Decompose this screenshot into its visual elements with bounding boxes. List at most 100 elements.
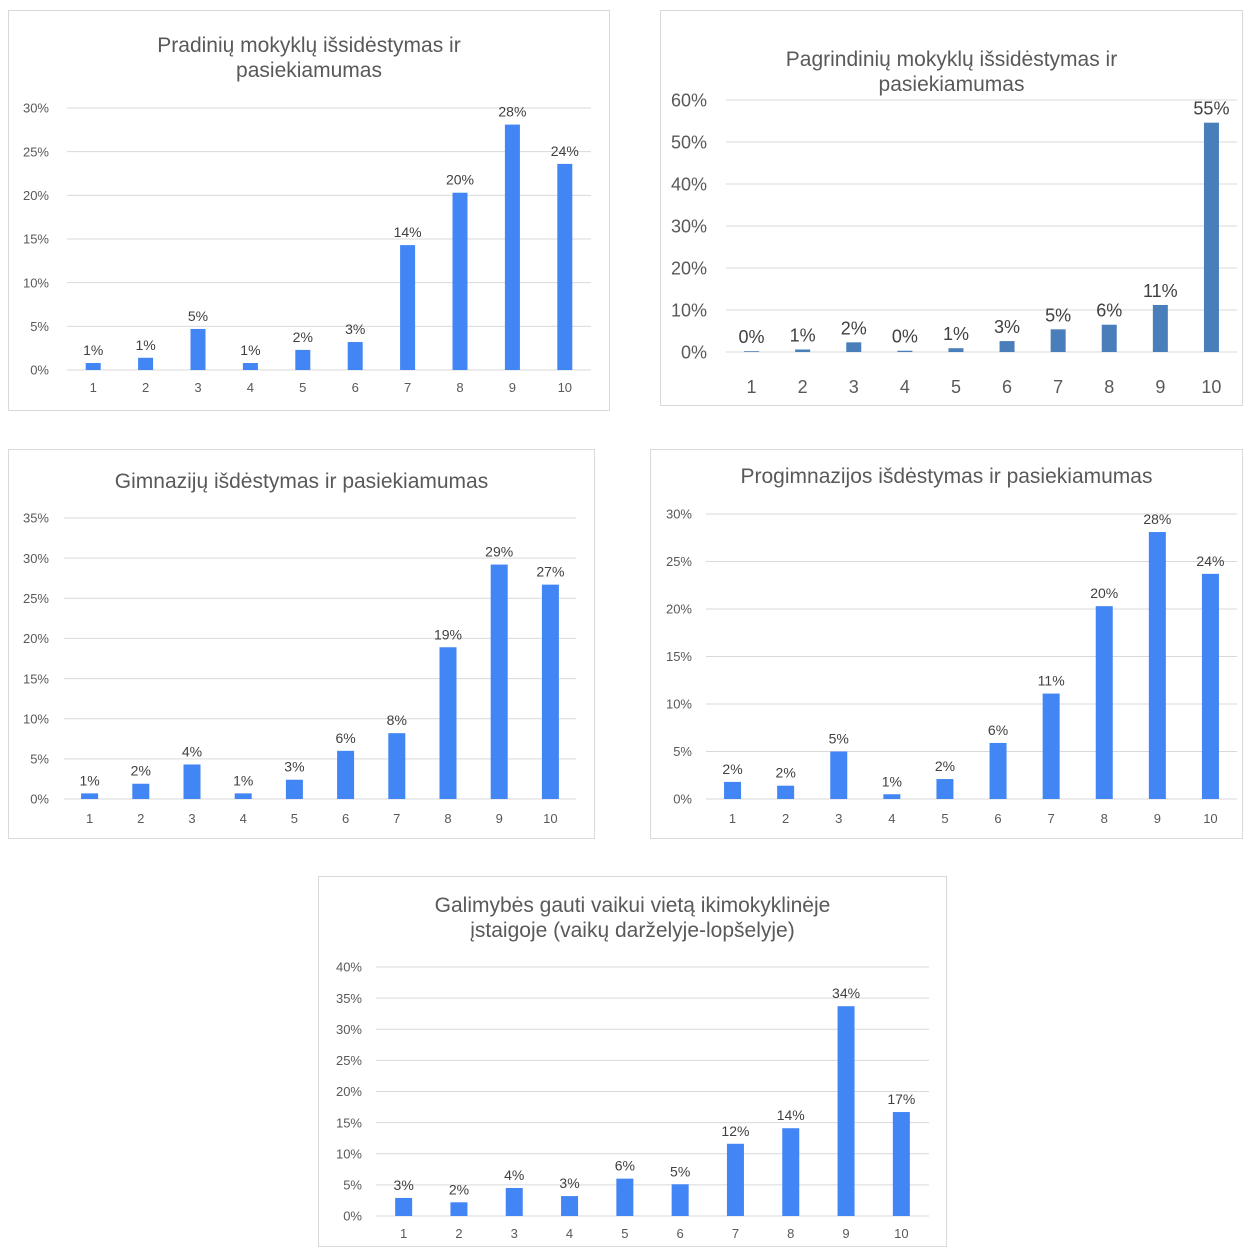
bar [616, 1178, 634, 1216]
chart-plot: 0%5%10%15%20%25%30%1%11%25%31%42%53%614%… [23, 101, 591, 395]
bar [1201, 573, 1219, 799]
data-label: 1% [882, 773, 902, 789]
y-tick-label: 30% [23, 551, 49, 566]
x-tick-label: 9 [496, 811, 503, 826]
x-tick-label: 2 [142, 380, 149, 395]
x-tick-label: 3 [835, 811, 842, 826]
x-tick-label: 5 [951, 377, 961, 397]
x-tick-label: 10 [543, 811, 557, 826]
data-label: 5% [829, 731, 849, 747]
y-tick-label: 20% [23, 188, 49, 203]
chart-title: Progimnazijos išdėstymas ir pasiekiamuma… [651, 464, 1242, 489]
x-tick-label: 1 [747, 377, 757, 397]
x-tick-label: 10 [558, 380, 572, 395]
y-tick-label: 10% [666, 697, 692, 712]
data-label: 28% [498, 104, 526, 120]
bar [744, 351, 760, 352]
bar [1095, 606, 1113, 799]
data-label: 34% [832, 985, 860, 1001]
y-tick-label: 0% [681, 342, 707, 362]
chart-title-line-1: Gimnazijų išdėstymas ir pasiekiamumas [114, 470, 489, 493]
y-tick-label: 0% [30, 363, 49, 378]
bar [1101, 324, 1117, 352]
bar [395, 1197, 413, 1216]
x-tick-label: 1 [400, 1226, 407, 1241]
chart-title-line-1: Galimybės gauti vaikui vietą ikimokyklin… [434, 894, 831, 917]
x-tick-label: 6 [994, 811, 1001, 826]
chart-primary-schools: Pradinių mokyklų išsidėstymas ir pasieki… [8, 10, 610, 411]
x-tick-label: 7 [732, 1226, 739, 1241]
x-tick-label: 5 [941, 811, 948, 826]
x-tick-label: 1 [86, 811, 93, 826]
bar [183, 764, 201, 799]
x-tick-label: 8 [1104, 377, 1114, 397]
data-label: 2% [131, 763, 151, 779]
bar [388, 733, 406, 799]
bar [295, 349, 311, 370]
bar [439, 647, 457, 799]
y-tick-label: 10% [671, 300, 707, 320]
bar [452, 192, 468, 370]
y-tick-label: 20% [671, 258, 707, 278]
bar [830, 751, 848, 799]
x-tick-label: 8 [1101, 811, 1108, 826]
x-tick-label: 8 [444, 811, 451, 826]
data-label: 2% [293, 329, 313, 345]
x-tick-label: 9 [1155, 377, 1165, 397]
x-tick-label: 6 [677, 1226, 684, 1241]
x-tick-label: 7 [1053, 377, 1063, 397]
chart-title: Gimnazijų išdėstymas ir pasiekiamumas [9, 469, 594, 494]
data-label: 8% [387, 712, 407, 728]
data-label: 6% [335, 730, 355, 746]
y-tick-label: 20% [336, 1084, 362, 1099]
data-label: 2% [841, 318, 867, 338]
y-tick-label: 20% [666, 602, 692, 617]
bar [1148, 532, 1166, 799]
bar [671, 1184, 689, 1216]
data-label: 6% [615, 1158, 635, 1174]
y-tick-label: 50% [671, 132, 707, 152]
bar [999, 341, 1015, 352]
x-tick-label: 6 [342, 811, 349, 826]
data-label: 3% [284, 759, 304, 775]
x-tick-label: 8 [787, 1226, 794, 1241]
x-tick-label: 4 [240, 811, 247, 826]
y-tick-label: 0% [673, 792, 692, 807]
data-label: 0% [892, 327, 918, 347]
bar [285, 779, 303, 799]
x-tick-label: 7 [393, 811, 400, 826]
x-tick-label: 2 [782, 811, 789, 826]
y-tick-label: 15% [23, 671, 49, 686]
x-tick-label: 6 [352, 380, 359, 395]
y-tick-label: 5% [343, 1178, 362, 1193]
data-label: 20% [446, 172, 474, 188]
y-tick-label: 5% [30, 752, 49, 767]
data-label: 1% [79, 772, 99, 788]
chart-basic-schools: Pagrindinių mokyklų išsidėstymas ir pasi… [660, 10, 1243, 406]
bar [897, 350, 913, 352]
x-tick-label: 10 [894, 1226, 908, 1241]
x-tick-label: 10 [1201, 377, 1221, 397]
data-label: 6% [988, 722, 1008, 738]
x-tick-label: 10 [1203, 811, 1217, 826]
data-label: 1% [83, 342, 103, 358]
bar [234, 793, 252, 799]
data-label: 55% [1193, 99, 1229, 119]
bar [989, 742, 1007, 799]
chart-title: Pradinių mokyklų išsidėstymas ir pasieki… [9, 33, 609, 83]
data-label: 0% [739, 327, 765, 347]
chart-title-line-1: Progimnazijos išdėstymas ir pasiekiamuma… [740, 465, 1153, 488]
x-tick-label: 3 [188, 811, 195, 826]
bar [782, 1128, 800, 1216]
y-tick-label: 15% [666, 649, 692, 664]
y-tick-label: 35% [23, 511, 49, 526]
y-tick-label: 35% [336, 991, 362, 1006]
chart-progymnasiums: Progimnazijos išdėstymas ir pasiekiamuma… [650, 449, 1243, 839]
x-tick-label: 1 [729, 811, 736, 826]
data-label: 11% [1038, 673, 1065, 689]
y-tick-label: 25% [23, 144, 49, 159]
data-label: 2% [935, 758, 955, 774]
data-label: 4% [182, 743, 202, 759]
data-label: 4% [504, 1167, 524, 1183]
data-label: 3% [994, 317, 1020, 337]
